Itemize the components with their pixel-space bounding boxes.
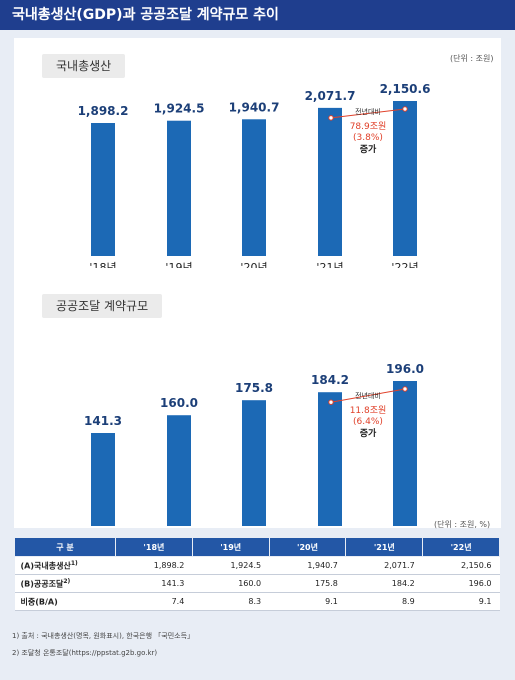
data-label: 196.0: [386, 362, 424, 376]
data-label: 1,940.7: [229, 100, 280, 114]
table-cell: 9.1: [422, 592, 500, 611]
table-header-cell: '18년: [115, 537, 193, 557]
chart1-section-label: 국내총생산: [42, 54, 126, 78]
chart-gdp: 1,898.2 '18년 1,924.5 '19년 1,940.7 '20년 2,071.7…: [78, 82, 431, 268]
data-label: 160.0: [160, 396, 198, 410]
bar: [242, 400, 266, 526]
x-tick-label: '22년: [391, 261, 418, 268]
annotation-suffix: 증가: [360, 143, 377, 155]
bar: [91, 123, 115, 256]
data-label: 184.2: [311, 373, 349, 387]
table-cell: 141.3: [115, 574, 193, 593]
x-tick-label: '19년: [165, 261, 192, 268]
table-cell: 184.2: [345, 574, 423, 593]
annotation-line: [330, 388, 406, 403]
table-row-label: (A)국내총생산1): [14, 556, 116, 575]
chart-panel: (단위 : 조원) 국내총생산 1,898.2'18년 1,924.5'19년 1,…: [14, 38, 501, 529]
annotation-prefix: 전년대비: [355, 107, 381, 116]
annotation-dot: [328, 399, 334, 405]
table-cell: 9.1: [269, 592, 346, 611]
data-label: 175.8: [235, 381, 273, 395]
table-cell: 8.9: [345, 592, 423, 611]
annotation-prefix: 전년대비: [355, 391, 381, 400]
data-label: 1,898.2: [78, 104, 129, 118]
table-row: (B)공공조달2) 141.3 160.0 175.8 184.2 196.0: [14, 574, 500, 593]
bar: [167, 415, 191, 526]
data-label: 2,071.7: [305, 89, 356, 103]
summary-table: 구 분 '18년 '19년 '20년 '21년 '22년 (A)국내총생산1) …: [14, 537, 500, 611]
page-title: 국내총생산(GDP)과 공공조달 계약규모 추이: [0, 0, 515, 30]
annotation-amount: 11.8조원: [350, 405, 387, 416]
data-label: 1,924.5: [154, 102, 205, 116]
footnote-2: 2) 조달청 온통조달(https://ppstat.g2b.go.kr): [12, 649, 158, 657]
row-label-text: (A)국내총생산: [20, 561, 71, 571]
table-cell: 196.0: [422, 574, 500, 593]
chart2-section-label: 공공조달 계약규모: [42, 294, 163, 318]
bar: [167, 120, 191, 256]
bar: [393, 381, 417, 526]
chart2-unit-note: (단위 : 조원, %): [434, 520, 491, 529]
annotation-amount: 78.9조원: [350, 121, 387, 132]
annotation-dot: [328, 115, 334, 121]
bar: [318, 107, 342, 256]
annotation-percent: (3.8%): [353, 133, 383, 143]
table-row: 비중(B/A) 7.4 8.3 9.1 8.9 9.1: [14, 592, 500, 611]
footnote-marker: 1): [70, 559, 78, 567]
table-cell: 175.8: [269, 574, 346, 593]
chart-procurement: 141.3'18년160.0'19년175.8'20년184.2'21년196.…: [84, 362, 424, 526]
table-header-cell: '22년: [422, 537, 500, 557]
annotation-line: [330, 108, 406, 119]
bar: [242, 119, 266, 256]
table-row-label: 비중(B/A): [14, 592, 116, 611]
table-cell: 2,150.6: [422, 556, 500, 575]
bar: [91, 433, 115, 526]
table-cell: 1,924.5: [192, 556, 270, 575]
footnote-1: 1) 출처 : 국내총생산(명목, 원화표시), 한국은행 「국민소득」: [12, 632, 195, 640]
annotation-dot: [402, 106, 408, 112]
table-row-label: (B)공공조달2): [14, 574, 116, 593]
annotation-suffix: 증가: [360, 427, 377, 439]
table-cell: 1,898.2: [115, 556, 193, 575]
annotation-percent: (6.4%): [353, 417, 383, 427]
bar: [393, 101, 417, 256]
x-tick-label: '18년: [89, 261, 116, 268]
table-header-cell: '21년: [345, 537, 424, 557]
table-cell: 160.0: [192, 574, 270, 593]
annotation-dot: [402, 386, 408, 392]
table-header-cell: '20년: [268, 537, 347, 557]
table-cell: 8.3: [192, 592, 270, 611]
table-cell: 1,940.7: [269, 556, 346, 575]
data-label: 2,150.6: [380, 82, 431, 96]
table-header-cell: 구 분: [14, 537, 116, 557]
data-label: 141.3: [84, 414, 122, 428]
table-header-cell: '19년: [191, 537, 270, 557]
x-tick-label: '20년: [240, 261, 267, 268]
chart1-unit-note: (단위 : 조원): [450, 54, 494, 63]
table-row: (A)국내총생산1) 1,898.2 1,924.5 1,940.7 2,071…: [14, 556, 500, 575]
table-header-row: 구 분 '18년 '19년 '20년 '21년 '22년: [14, 537, 500, 557]
bar: [318, 392, 342, 526]
table-cell: 7.4: [115, 592, 193, 611]
row-label-text: (B)공공조달: [20, 579, 64, 589]
x-tick-label: '21년: [316, 261, 343, 268]
table-cell: 2,071.7: [345, 556, 423, 575]
row-label-text: 비중(B/A): [20, 597, 58, 607]
footnote-marker: 2): [63, 577, 71, 585]
